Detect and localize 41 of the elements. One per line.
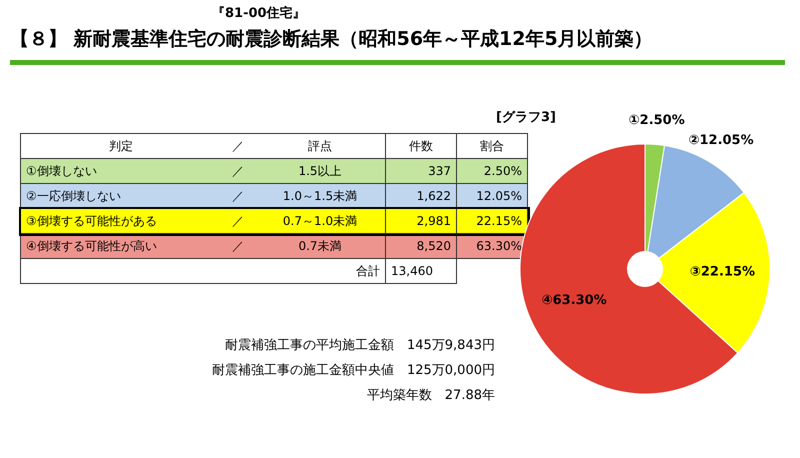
text: 合計	[255, 258, 386, 284]
data-label: 22.15%	[700, 264, 756, 280]
text: ④倒壊する可能性が高い	[20, 234, 221, 258]
text: 22.15%	[456, 208, 528, 234]
data-label: 2.50%	[640, 112, 685, 128]
text: 1.5以上	[255, 158, 386, 184]
text: 12.05%	[456, 184, 528, 208]
text: 判定	[20, 134, 221, 158]
text: 1.0～1.5未満	[255, 184, 386, 208]
text: 1,622	[386, 184, 456, 208]
text: 耐震補強工事の平均施工金額 145万9,843円	[224, 337, 495, 355]
text: 2,981	[386, 208, 456, 234]
text: 63.30%	[456, 234, 528, 258]
text: 『81-00住宅』	[212, 4, 306, 22]
data-label: 12.05%	[699, 133, 754, 148]
data-label: 63.30%	[552, 292, 607, 308]
text: ①倒壊しない	[20, 158, 221, 184]
text: ／	[221, 234, 255, 258]
text: [グラフ3]	[496, 109, 556, 126]
text: ／	[221, 158, 255, 184]
text: 13,460	[386, 258, 456, 284]
text: ／	[221, 208, 255, 234]
text: 件数	[386, 134, 456, 158]
slice-label: ④	[542, 292, 553, 308]
text: 耐震補強工事の施工金額中央値 125万0,000円	[212, 362, 495, 380]
text: 2.50%	[456, 158, 528, 184]
text: ②一応倒壊しない	[20, 184, 221, 208]
text: 0.7未満	[255, 234, 386, 258]
text: ③倒壊する可能性がある	[20, 208, 221, 234]
text: 平均築年数 27.88年	[366, 387, 495, 405]
slice-label: ②	[688, 133, 700, 148]
text: 割合	[456, 134, 528, 158]
text: 0.7～1.0未満	[255, 208, 386, 234]
text: 【８】 新耐震基準住宅の耐震診断結果（昭和56年～平成12年5月以前築）	[10, 27, 653, 52]
text: 337	[386, 158, 456, 184]
text: 評点	[255, 134, 386, 158]
text: ／	[221, 184, 255, 208]
text: 8,520	[386, 234, 456, 258]
text: ／	[221, 134, 255, 158]
slice-label: ①	[628, 112, 640, 128]
slice-label: ③	[690, 264, 701, 280]
